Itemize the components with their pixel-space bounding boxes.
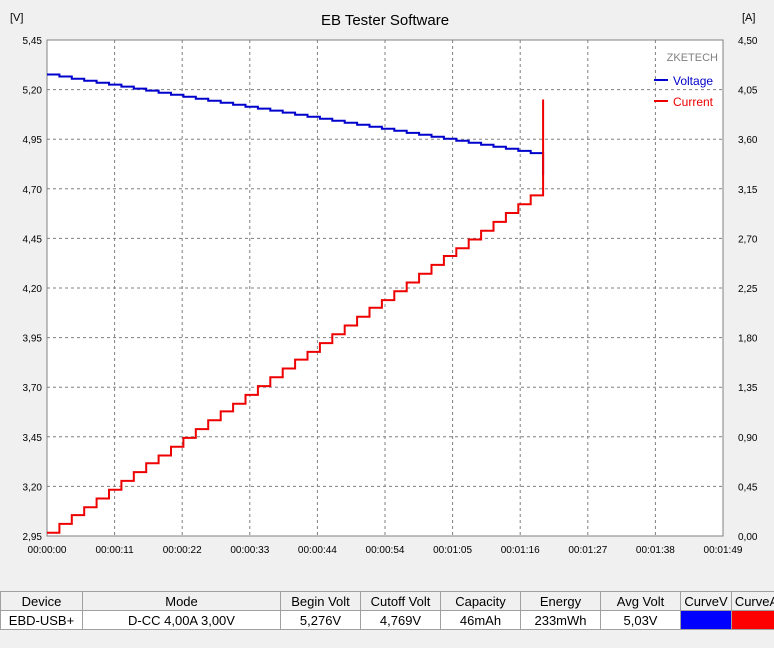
y-left-tick-label: 5,20 xyxy=(23,86,43,97)
y-right-unit: [A] xyxy=(742,12,755,24)
x-tick-label: 00:01:05 xyxy=(433,545,472,556)
curve-a-swatch[interactable] xyxy=(732,611,774,629)
x-tick-label: 00:01:27 xyxy=(568,545,607,556)
y-left-tick-label: 4,95 xyxy=(23,135,43,146)
axis-ticks: 00:00:00 00:00:11 00:00:22 00:00:33 00:00:44… xyxy=(23,36,758,556)
series-line-voltage xyxy=(47,73,545,176)
info-table: Device Mode Begin Volt Cutoff Volt Capac… xyxy=(0,591,774,630)
info-table-header: Device Mode Begin Volt Cutoff Volt Capac… xyxy=(0,591,774,611)
legend: Voltage Current xyxy=(654,74,714,109)
curve-v-swatch[interactable] xyxy=(681,611,731,629)
header-curve-a: CurveA xyxy=(731,591,774,611)
x-tick-label: 00:00:54 xyxy=(366,545,405,556)
y-right-tick-label: 3,60 xyxy=(738,135,758,146)
x-tick-label: 00:00:33 xyxy=(230,545,269,556)
watermark-label: ZKETECH xyxy=(667,52,718,64)
x-tick-label: 00:00:00 xyxy=(28,545,67,556)
y-right-tick-label: 4,05 xyxy=(738,86,758,97)
header-capacity: Capacity xyxy=(440,591,521,611)
header-energy: Energy xyxy=(520,591,601,611)
energy-cell: 233mWh xyxy=(520,610,601,630)
y-right-tick-label: 3,15 xyxy=(738,185,758,196)
x-tick-label: 00:00:44 xyxy=(298,545,337,556)
y-left-tick-label: 3,70 xyxy=(23,383,43,394)
y-right-tick-label: 0,45 xyxy=(738,482,758,493)
header-device: Device xyxy=(0,591,83,611)
y-right-tick-label: 4,50 xyxy=(738,36,758,47)
header-avg-volt: Avg Volt xyxy=(600,591,681,611)
chart-title: EB Tester Software xyxy=(321,12,449,29)
header-curve-v: CurveV xyxy=(680,591,732,611)
x-tick-label: 00:01:16 xyxy=(501,545,540,556)
cutoff-volt-cell: 4,769V xyxy=(360,610,441,630)
x-tick-label: 00:01:49 xyxy=(704,545,743,556)
x-tick-label: 00:00:11 xyxy=(96,545,135,556)
mode-cell: D-CC 4,00A 3,00V xyxy=(82,610,281,630)
legend-label-voltage: Voltage xyxy=(673,74,713,88)
series-line-current xyxy=(47,99,545,534)
avg-volt-cell: 5,03V xyxy=(600,610,681,630)
y-right-tick-label: 2,25 xyxy=(738,284,758,295)
curve-v-color-swatch[interactable] xyxy=(680,610,732,630)
begin-volt-cell: 5,276V xyxy=(280,610,361,630)
series-lines xyxy=(47,73,545,534)
table-row[interactable]: EBD-USB+ D-CC 4,00A 3,00V 5,276V 4,769V … xyxy=(0,610,774,630)
y-left-unit: [V] xyxy=(10,12,23,24)
chart-svg: EB Tester Software [V] [A] 00:00:00 00:00… xyxy=(10,12,758,556)
x-tick-label: 00:00:22 xyxy=(163,545,202,556)
y-left-tick-label: 4,20 xyxy=(23,284,43,295)
y-right-tick-label: 2,70 xyxy=(738,234,758,245)
y-left-tick-label: 3,45 xyxy=(23,433,43,444)
y-left-tick-label: 3,20 xyxy=(23,482,43,493)
y-right-tick-label: 0,90 xyxy=(738,433,758,444)
y-left-tick-label: 4,70 xyxy=(23,185,43,196)
y-left-tick-label: 5,45 xyxy=(23,36,43,47)
grid-lines xyxy=(47,40,723,536)
header-mode: Mode xyxy=(82,591,281,611)
y-left-tick-label: 2,95 xyxy=(23,532,43,543)
y-left-tick-label: 4,45 xyxy=(23,234,43,245)
y-right-tick-label: 0,00 xyxy=(738,532,758,543)
capacity-cell: 46mAh xyxy=(440,610,521,630)
x-tick-label: 00:01:38 xyxy=(636,545,675,556)
chart-area: EB Tester Software [V] [A] 00:00:00 00:00… xyxy=(10,12,758,556)
legend-label-current: Current xyxy=(673,95,714,109)
y-right-tick-label: 1,35 xyxy=(738,383,758,394)
header-cutoff-volt: Cutoff Volt xyxy=(360,591,441,611)
device-cell: EBD-USB+ xyxy=(0,610,83,630)
curve-a-color-swatch[interactable] xyxy=(731,610,774,630)
y-left-tick-label: 3,95 xyxy=(23,334,43,345)
y-right-tick-label: 1,80 xyxy=(738,334,758,345)
header-begin-volt: Begin Volt xyxy=(280,591,361,611)
